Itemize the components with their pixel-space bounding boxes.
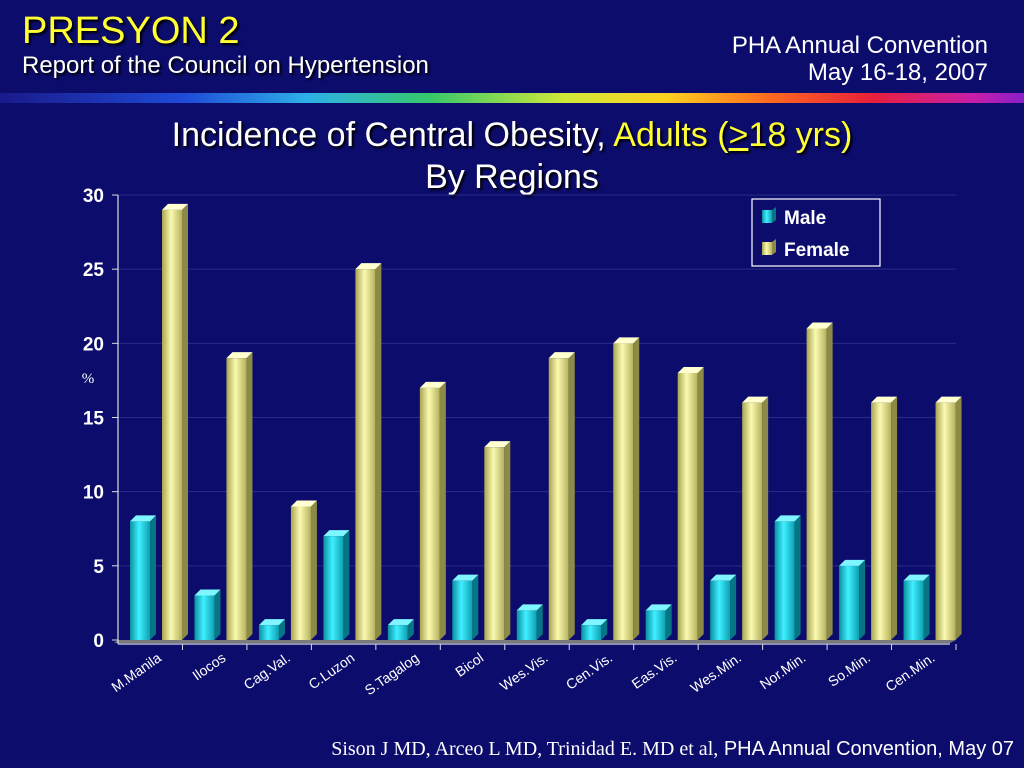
chart-title-line2: By Regions (425, 158, 599, 196)
female-bar (806, 322, 833, 640)
male-bar (516, 604, 543, 640)
legend-swatch (762, 210, 772, 223)
rainbow-divider (0, 93, 1024, 103)
footer-event: PHA Annual Convention, May 07 (723, 738, 1014, 760)
brand-title: PRESYON 2 (22, 10, 240, 52)
legend-label: Male (784, 208, 826, 229)
event-name: PHA Annual Convention (731, 32, 988, 59)
female-bar (677, 367, 704, 640)
brand-subtitle: Report of the Council on Hypertension (22, 52, 429, 79)
male-bar (839, 559, 866, 640)
chart-title-gte: > (728, 116, 749, 154)
y-tick-label: 30 (83, 186, 104, 207)
x-tick-label: S.Tagalog (362, 649, 422, 698)
male-bar (387, 619, 414, 640)
female-bar (484, 441, 511, 640)
y-tick-label: 10 (83, 483, 104, 504)
male-bar (903, 574, 930, 640)
male-bar (452, 574, 479, 640)
x-tick-label: Cen.Vis. (563, 649, 615, 692)
male-bar (581, 619, 608, 640)
event-dates: May 16-18, 2007 (807, 59, 988, 86)
male-bar (774, 515, 801, 640)
y-axis-label: % (82, 371, 95, 387)
male-bar (194, 589, 221, 640)
female-bar (613, 337, 640, 640)
female-bar (355, 263, 382, 640)
x-tick-label: Wes.Min. (687, 649, 744, 695)
chart-title-adults: Adults ( (613, 116, 729, 154)
y-tick-label: 15 (83, 409, 105, 430)
x-tick-label: Bicol (452, 649, 486, 680)
male-bar (323, 530, 350, 640)
female-bar (935, 396, 962, 640)
female-bar (548, 352, 575, 640)
footer-authors: Sison J MD, Arceo L MD, Trinidad E. MD e… (331, 738, 719, 760)
female-bar (742, 396, 769, 640)
x-tick-label: Eas.Vis. (629, 649, 680, 691)
event-info: PHA Annual Convention May 16-18, 2007 (732, 32, 988, 86)
x-tick-label: C.Luzon (305, 649, 357, 692)
chart-title-line1: Incidence of Central Obesity, Adults (>1… (0, 114, 1024, 156)
y-tick-label: 5 (93, 557, 104, 578)
x-tick-label: M.Manila (108, 649, 164, 695)
x-tick-label: Cen.Min. (882, 649, 937, 694)
chart-title-age: 18 yrs) (748, 116, 853, 154)
chart-floor (114, 640, 956, 643)
y-tick-label: 0 (93, 631, 104, 652)
female-bar (419, 381, 446, 640)
legend-label: Female (784, 240, 849, 261)
y-tick-label: 25 (83, 260, 105, 281)
chart-title: Incidence of Central Obesity, Adults (>1… (0, 114, 1024, 198)
male-bar (645, 604, 672, 640)
male-bar (130, 515, 156, 640)
female-bar (871, 396, 898, 640)
x-tick-label: Cag.Val. (241, 649, 293, 692)
x-tick-label: Nor.Min. (757, 649, 809, 692)
female-bar (162, 203, 188, 641)
legend-swatch (762, 242, 772, 255)
male-bar (258, 619, 285, 640)
chart-title-main: Incidence of Central Obesity, (171, 116, 606, 154)
male-bar (710, 574, 737, 640)
x-tick-label: Wes.Vis. (497, 649, 551, 694)
female-bar (226, 352, 253, 640)
y-tick-label: 20 (83, 334, 104, 355)
x-tick-label: So.Min. (825, 649, 873, 689)
legend: Male Female (751, 198, 881, 267)
footer: Sison J MD, Arceo L MD, Trinidad E. MD e… (331, 738, 1014, 761)
x-tick-label: Ilocos (189, 649, 228, 683)
female-bar (290, 500, 317, 640)
